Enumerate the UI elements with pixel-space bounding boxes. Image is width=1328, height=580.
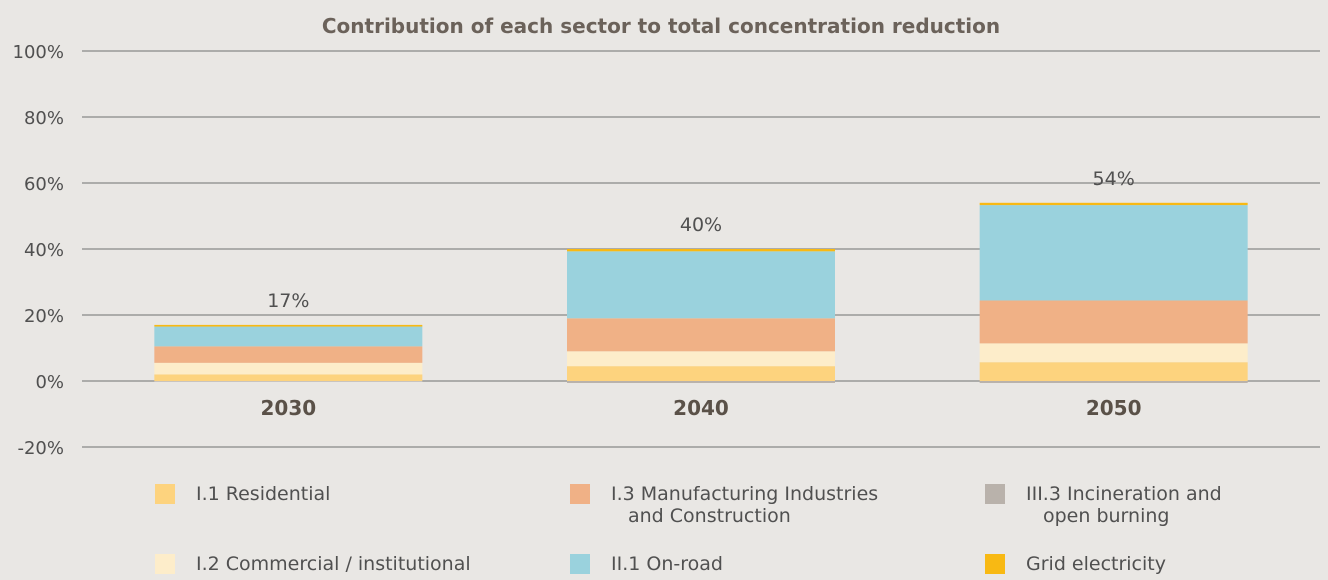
- legend-label: I.3 Manufacturing Industries and Construc…: [611, 483, 878, 527]
- bar-segment: [567, 318, 835, 352]
- x-tick-label: 2040: [673, 396, 729, 420]
- legend-label-line: III.3 Incineration and: [1026, 483, 1222, 505]
- x-tick-label: 2050: [1086, 396, 1142, 420]
- y-axis-ticks: 100% 80% 60% 40% 20% 0% -20%: [13, 42, 64, 459]
- legend-swatch: [155, 554, 175, 574]
- legend-label-line: II.1 On-road: [611, 553, 723, 575]
- y-tick-label: 60%: [24, 174, 64, 195]
- bar-segment: [979, 381, 1248, 383]
- legend: I.1 Residential I.3 Manufacturing Industr…: [155, 483, 1222, 575]
- legend-swatch: [985, 554, 1005, 574]
- legend-label-line: open burning: [1043, 505, 1169, 527]
- total-label: 54%: [1093, 168, 1135, 190]
- legend-swatch: [570, 484, 590, 504]
- bar-segment: [979, 202, 1248, 206]
- bars: [154, 202, 1248, 383]
- bar-segment: [154, 324, 423, 327]
- x-tick-label: 2030: [260, 396, 316, 420]
- legend-swatch: [570, 554, 590, 574]
- total-label: 40%: [680, 214, 722, 236]
- bar-segment: [154, 381, 423, 382]
- bar-segment: [979, 343, 1248, 363]
- bar-segment: [154, 374, 423, 381]
- y-tick-label: 100%: [13, 42, 64, 63]
- legend-swatch: [985, 484, 1005, 504]
- legend-label: I.1 Residential: [196, 483, 330, 505]
- bar-segment: [979, 205, 1248, 301]
- y-tick-label: 0%: [35, 372, 64, 393]
- legend-label-line: Grid electricity: [1026, 553, 1166, 575]
- bar-segment: [567, 366, 835, 381]
- legend-label: II.1 On-road: [611, 553, 723, 575]
- bar-segment: [154, 326, 423, 347]
- bar-segment: [154, 362, 423, 375]
- legend-label-line: and Construction: [628, 505, 791, 527]
- legend-label: I.2 Commercial / institutional: [196, 553, 471, 575]
- bar-segment: [979, 362, 1248, 381]
- bar-segment: [567, 251, 835, 319]
- x-axis-ticks: 2030 2040 2050: [260, 396, 1141, 420]
- bar-segment: [567, 249, 835, 252]
- total-labels: 17% 40% 54%: [267, 168, 1135, 312]
- bar-segment: [567, 381, 835, 383]
- legend-label: Grid electricity: [1026, 553, 1166, 575]
- legend-label-line: I.2 Commercial / institutional: [196, 553, 471, 575]
- legend-swatch: [155, 484, 175, 504]
- y-tick-label: 20%: [24, 306, 64, 327]
- legend-label: III.3 Incineration and open burning: [1026, 483, 1222, 527]
- bar-segment: [979, 300, 1248, 344]
- bar-segment: [154, 346, 423, 363]
- chart-title: Contribution of each sector to total con…: [322, 14, 1000, 38]
- y-tick-label: 80%: [24, 108, 64, 129]
- y-tick-label: -20%: [17, 438, 64, 459]
- bar-segment: [567, 351, 835, 367]
- legend-label-line: I.3 Manufacturing Industries: [611, 483, 878, 505]
- legend-label-line: I.1 Residential: [196, 483, 330, 505]
- y-tick-label: 40%: [24, 240, 64, 261]
- total-label: 17%: [267, 290, 309, 312]
